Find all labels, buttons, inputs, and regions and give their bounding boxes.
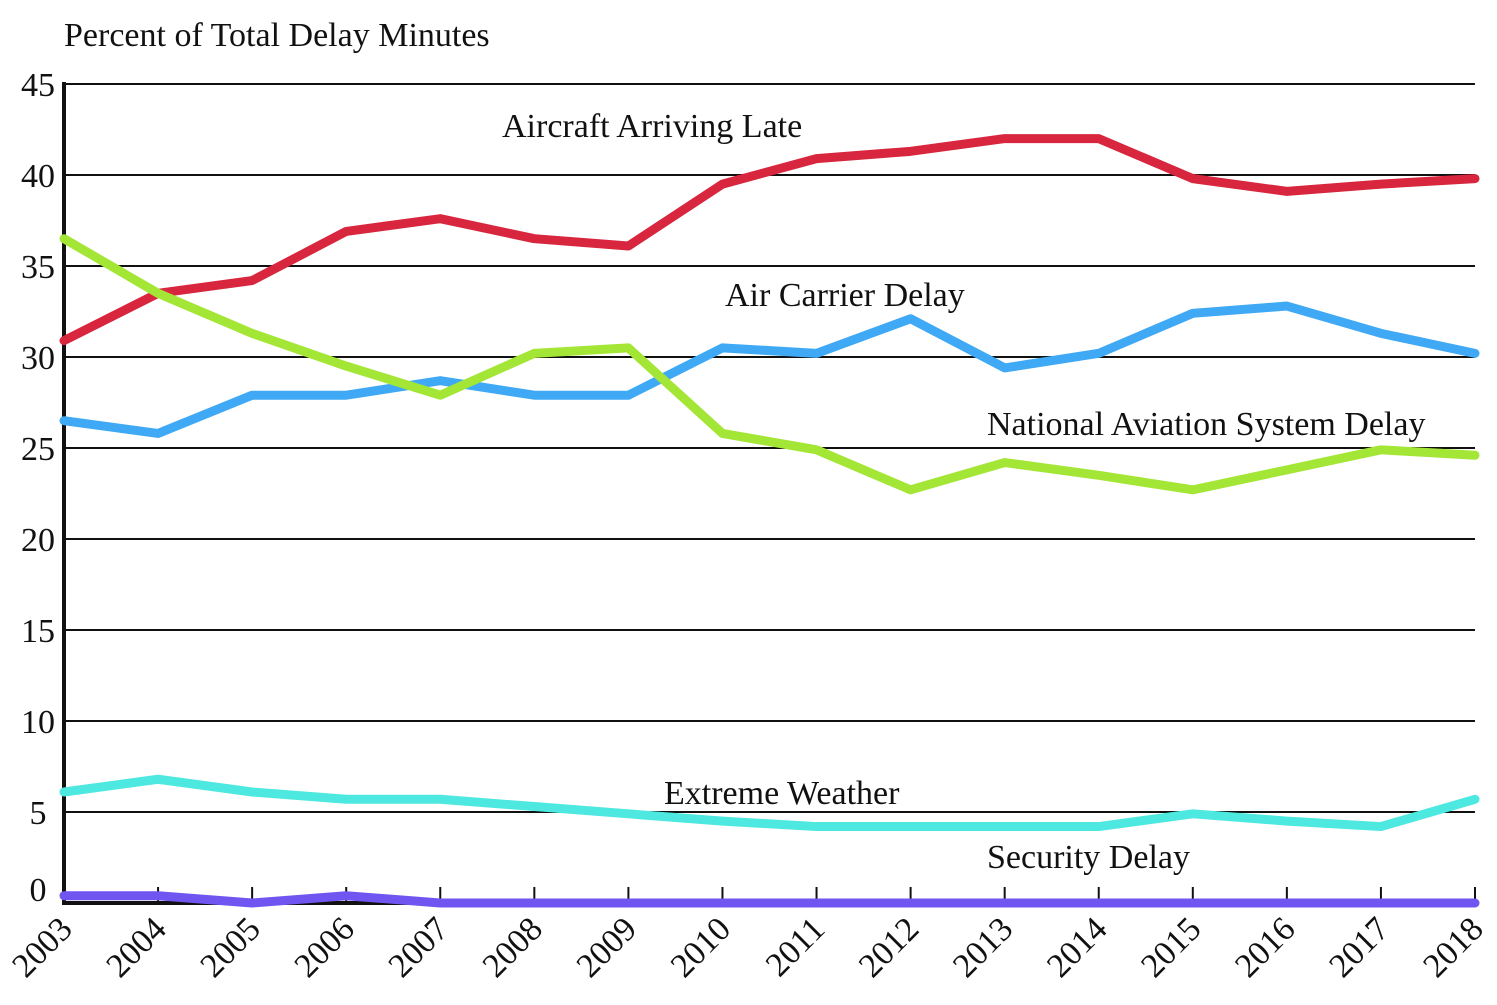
- y-tick-label: 15: [21, 613, 55, 650]
- series-label-extreme-weather: Extreme Weather: [664, 775, 900, 812]
- y-axis-label: Percent of Total Delay Minutes: [64, 17, 490, 54]
- y-tick-label: 40: [21, 158, 55, 195]
- x-tick-label: 2008: [476, 910, 550, 984]
- series-line-aircraft-arriving-late: [59, 134, 1480, 346]
- x-tick-label: 2010: [664, 910, 738, 984]
- y-tick-label: 30: [21, 340, 55, 377]
- series-label-security-delay: Security Delay: [987, 839, 1190, 876]
- x-tick-label: 2003: [5, 910, 79, 984]
- x-tick-label: 2005: [194, 910, 268, 984]
- series-label-air-carrier-delay: Air Carrier Delay: [725, 277, 965, 314]
- y-tick-label: 20: [21, 522, 55, 559]
- series-line-security-delay: [59, 891, 1480, 908]
- x-tick-label: 2006: [288, 910, 362, 984]
- x-tick-label: 2007: [382, 910, 456, 984]
- x-tick-label: 2013: [946, 910, 1020, 984]
- series-line-extreme-weather: [59, 774, 1480, 832]
- x-tick-label: 2011: [759, 910, 832, 983]
- x-tick-label: 2014: [1040, 910, 1114, 984]
- y-tick-label: 0: [30, 872, 47, 909]
- y-tick-label: 5: [30, 795, 47, 832]
- y-tick-label: 35: [21, 249, 55, 286]
- x-tick-label: 2016: [1228, 910, 1302, 984]
- x-tick-label: 2012: [852, 910, 926, 984]
- x-tick-label: 2015: [1134, 910, 1208, 984]
- y-tick-label: 25: [21, 431, 55, 468]
- x-tick-label: 2009: [570, 910, 644, 984]
- series-line-air-carrier-delay: [59, 301, 1480, 438]
- x-tick-label: 2017: [1322, 910, 1396, 984]
- x-tick-label: 2004: [99, 910, 173, 984]
- series-label-aircraft-arriving-late: Aircraft Arriving Late: [502, 108, 802, 145]
- series-label-national-aviation-system-delay: National Aviation System Delay: [987, 406, 1425, 443]
- series-line-national-aviation-system-delay: [59, 234, 1480, 495]
- y-tick-label: 10: [21, 704, 55, 741]
- y-tick-label: 45: [21, 67, 55, 104]
- x-tick-label: 2018: [1416, 910, 1490, 984]
